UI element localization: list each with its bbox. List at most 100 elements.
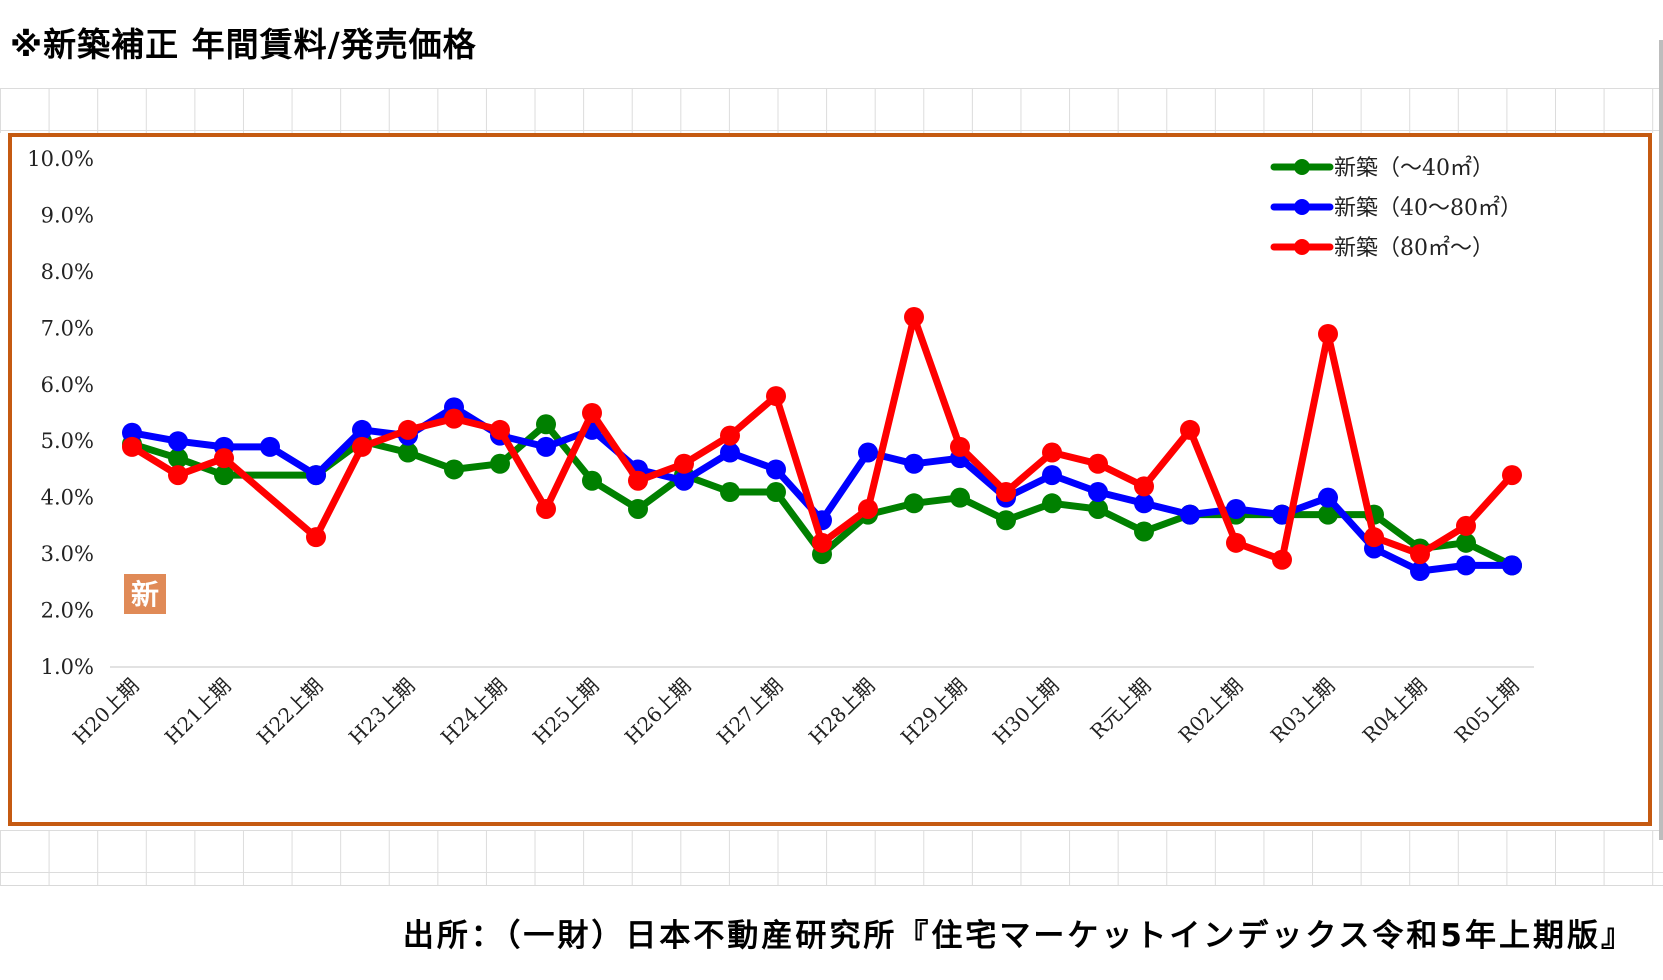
data-point xyxy=(122,422,142,443)
data-point xyxy=(260,436,280,457)
data-point xyxy=(168,431,188,452)
data-point xyxy=(536,414,556,435)
legend-label: 新築（～40㎡） xyxy=(1334,155,1494,181)
data-point xyxy=(1042,442,1062,463)
data-point xyxy=(1318,487,1338,508)
legend-label: 新築（40～80㎡） xyxy=(1334,195,1522,221)
scrollbar-edge xyxy=(1659,40,1663,840)
x-tick-label: H28上期 xyxy=(804,674,880,750)
spreadsheet-grid-top xyxy=(0,88,1663,133)
series-3 xyxy=(122,307,1522,570)
y-tick-label: 6.0% xyxy=(41,373,94,397)
data-point xyxy=(490,419,510,440)
data-point xyxy=(168,448,188,469)
data-point xyxy=(444,408,464,429)
data-point xyxy=(628,470,648,491)
line-chart: 10.0% 9.0% 8.0% 7.0% 6.0% 5.0% 4.0% 3.0% 2.0% 1.0… xyxy=(27,147,1534,750)
data-point xyxy=(720,425,740,446)
data-point xyxy=(766,459,786,480)
y-tick-label: 1.0% xyxy=(41,655,94,679)
data-point xyxy=(490,453,510,474)
data-point xyxy=(1134,521,1154,542)
x-tick-label: H22上期 xyxy=(252,674,328,750)
data-point xyxy=(1042,465,1062,486)
data-point xyxy=(674,470,694,491)
x-tick-label: R05上期 xyxy=(1450,674,1524,748)
data-point xyxy=(904,453,924,474)
x-tick-label: H29上期 xyxy=(896,674,972,750)
data-point xyxy=(1134,493,1154,514)
y-tick-label: 2.0% xyxy=(41,599,94,623)
data-point xyxy=(1226,498,1246,519)
data-point xyxy=(582,470,602,491)
legend-marker xyxy=(1294,159,1310,175)
data-point xyxy=(1318,504,1338,525)
data-point xyxy=(1088,482,1108,503)
data-point xyxy=(214,465,234,486)
data-point xyxy=(766,482,786,503)
data-point xyxy=(950,487,970,508)
data-point xyxy=(766,386,786,407)
data-point xyxy=(1318,323,1338,344)
x-tick-label: R03上期 xyxy=(1266,674,1340,748)
data-point xyxy=(582,403,602,423)
x-tick-label: H30上期 xyxy=(988,674,1064,750)
data-point xyxy=(1134,476,1154,497)
data-point xyxy=(398,419,418,440)
data-point xyxy=(536,498,556,519)
data-point xyxy=(398,442,418,463)
data-point xyxy=(1502,465,1522,486)
legend-marker xyxy=(1294,199,1310,215)
data-point xyxy=(1502,555,1522,576)
x-tick-label: H27上期 xyxy=(712,674,788,750)
data-point xyxy=(996,482,1016,503)
data-point xyxy=(1226,532,1246,553)
data-point xyxy=(1180,419,1200,440)
data-point xyxy=(904,493,924,514)
data-point xyxy=(1456,515,1476,536)
data-point xyxy=(352,436,372,457)
legend-marker xyxy=(1294,239,1310,255)
data-point xyxy=(352,419,372,440)
x-tick-label: H23上期 xyxy=(344,674,420,750)
y-tick-label: 9.0% xyxy=(41,203,94,227)
y-tick-label: 4.0% xyxy=(41,486,94,510)
data-point xyxy=(306,527,326,548)
badge-text: 新 xyxy=(131,578,159,611)
legend-label: 新築（80㎡～） xyxy=(1334,235,1494,261)
title-row: ※新築補正 年間賃料/発売価格 xyxy=(0,0,1663,89)
data-point xyxy=(674,453,694,474)
badge-box xyxy=(124,574,166,614)
x-tick-label: H21上期 xyxy=(160,674,236,750)
data-point xyxy=(950,436,970,457)
data-point xyxy=(720,442,740,463)
data-point xyxy=(168,465,188,486)
data-point xyxy=(1042,493,1062,514)
data-point xyxy=(1456,532,1476,553)
data-point xyxy=(444,459,464,480)
data-point xyxy=(536,436,556,457)
data-point xyxy=(1272,549,1292,570)
data-point xyxy=(858,442,878,463)
data-point xyxy=(858,498,878,519)
data-point xyxy=(996,510,1016,531)
source-citation: 出所：（一財）日本不動産研究所『住宅マーケットインデックス令和5年上期版』 xyxy=(402,918,1635,954)
x-tick-label: H24上期 xyxy=(436,674,512,750)
footer-row: 出所：（一財）日本不動産研究所『住宅マーケットインデックス令和5年上期版』 xyxy=(0,886,1663,980)
y-tick-label: 3.0% xyxy=(41,542,94,566)
data-point xyxy=(1456,555,1476,576)
data-point xyxy=(1088,498,1108,519)
x-tick-label: H20上期 xyxy=(68,674,144,750)
chart-frame: 10.0% 9.0% 8.0% 7.0% 6.0% 5.0% 4.0% 3.0% 2.0% 1.0… xyxy=(8,133,1652,826)
y-tick-label: 10.0% xyxy=(27,147,94,171)
spreadsheet-grid-bottom xyxy=(0,830,1663,886)
x-tick-label: R02上期 xyxy=(1174,674,1248,748)
data-point xyxy=(812,532,832,553)
data-point xyxy=(306,465,326,486)
new-badge: 新 xyxy=(124,574,166,614)
data-point xyxy=(720,482,740,503)
x-tick-label: H26上期 xyxy=(620,674,696,750)
data-point xyxy=(214,448,234,469)
y-tick-label: 5.0% xyxy=(41,429,94,453)
legend: 新築（～40㎡） 新築（40～80㎡） 新築（80㎡～） xyxy=(1270,155,1522,261)
